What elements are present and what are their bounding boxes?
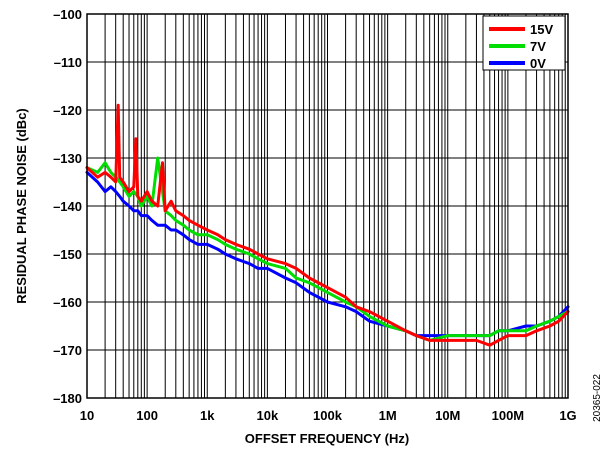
y-tick-label: –170 — [53, 343, 82, 358]
x-tick-label: 1G — [559, 408, 576, 423]
x-tick-labels: 10 100 1k 10k 100k 1M 10M 100M 1G — [80, 408, 577, 423]
x-tick-label: 1k — [200, 408, 215, 423]
x-tick-label: 100M — [492, 408, 525, 423]
y-tick-labels: –100 –110 –120 –130 –140 –150 –160 –170 –180 — [53, 7, 82, 406]
x-tick-label: 100 — [136, 408, 158, 423]
x-tick-label: 1M — [379, 408, 397, 423]
legend: 15V 7V 0V — [482, 15, 566, 71]
legend-label-7v: 7V — [530, 39, 546, 54]
x-tick-label: 10M — [435, 408, 460, 423]
y-tick-label: –160 — [53, 295, 82, 310]
y-tick-label: –110 — [54, 55, 82, 70]
y-axis-title: RESIDUAL PHASE NOISE (dBc) — [14, 108, 29, 304]
figure-id: 20365-022 — [592, 374, 603, 422]
y-tick-label: –100 — [53, 7, 82, 22]
plot-frame — [86, 13, 569, 399]
x-tick-label: 100k — [313, 408, 343, 423]
x-axis-title: OFFSET FREQUENCY (Hz) — [245, 431, 409, 446]
legend-label-15v: 15V — [530, 22, 553, 37]
y-tick-label: –150 — [53, 247, 82, 262]
y-tick-label: –140 — [53, 199, 82, 214]
x-tick-label: 10 — [80, 408, 94, 423]
legend-label-0v: 0V — [530, 56, 546, 71]
series-line-7v — [85, 156, 570, 342]
y-tick-label: –130 — [53, 151, 82, 166]
series-layer — [85, 103, 570, 347]
y-tick-label: –180 — [53, 391, 82, 406]
series-line-15v — [85, 103, 570, 347]
x-tick-label: 10k — [257, 408, 279, 423]
y-tick-label: –120 — [53, 103, 82, 118]
